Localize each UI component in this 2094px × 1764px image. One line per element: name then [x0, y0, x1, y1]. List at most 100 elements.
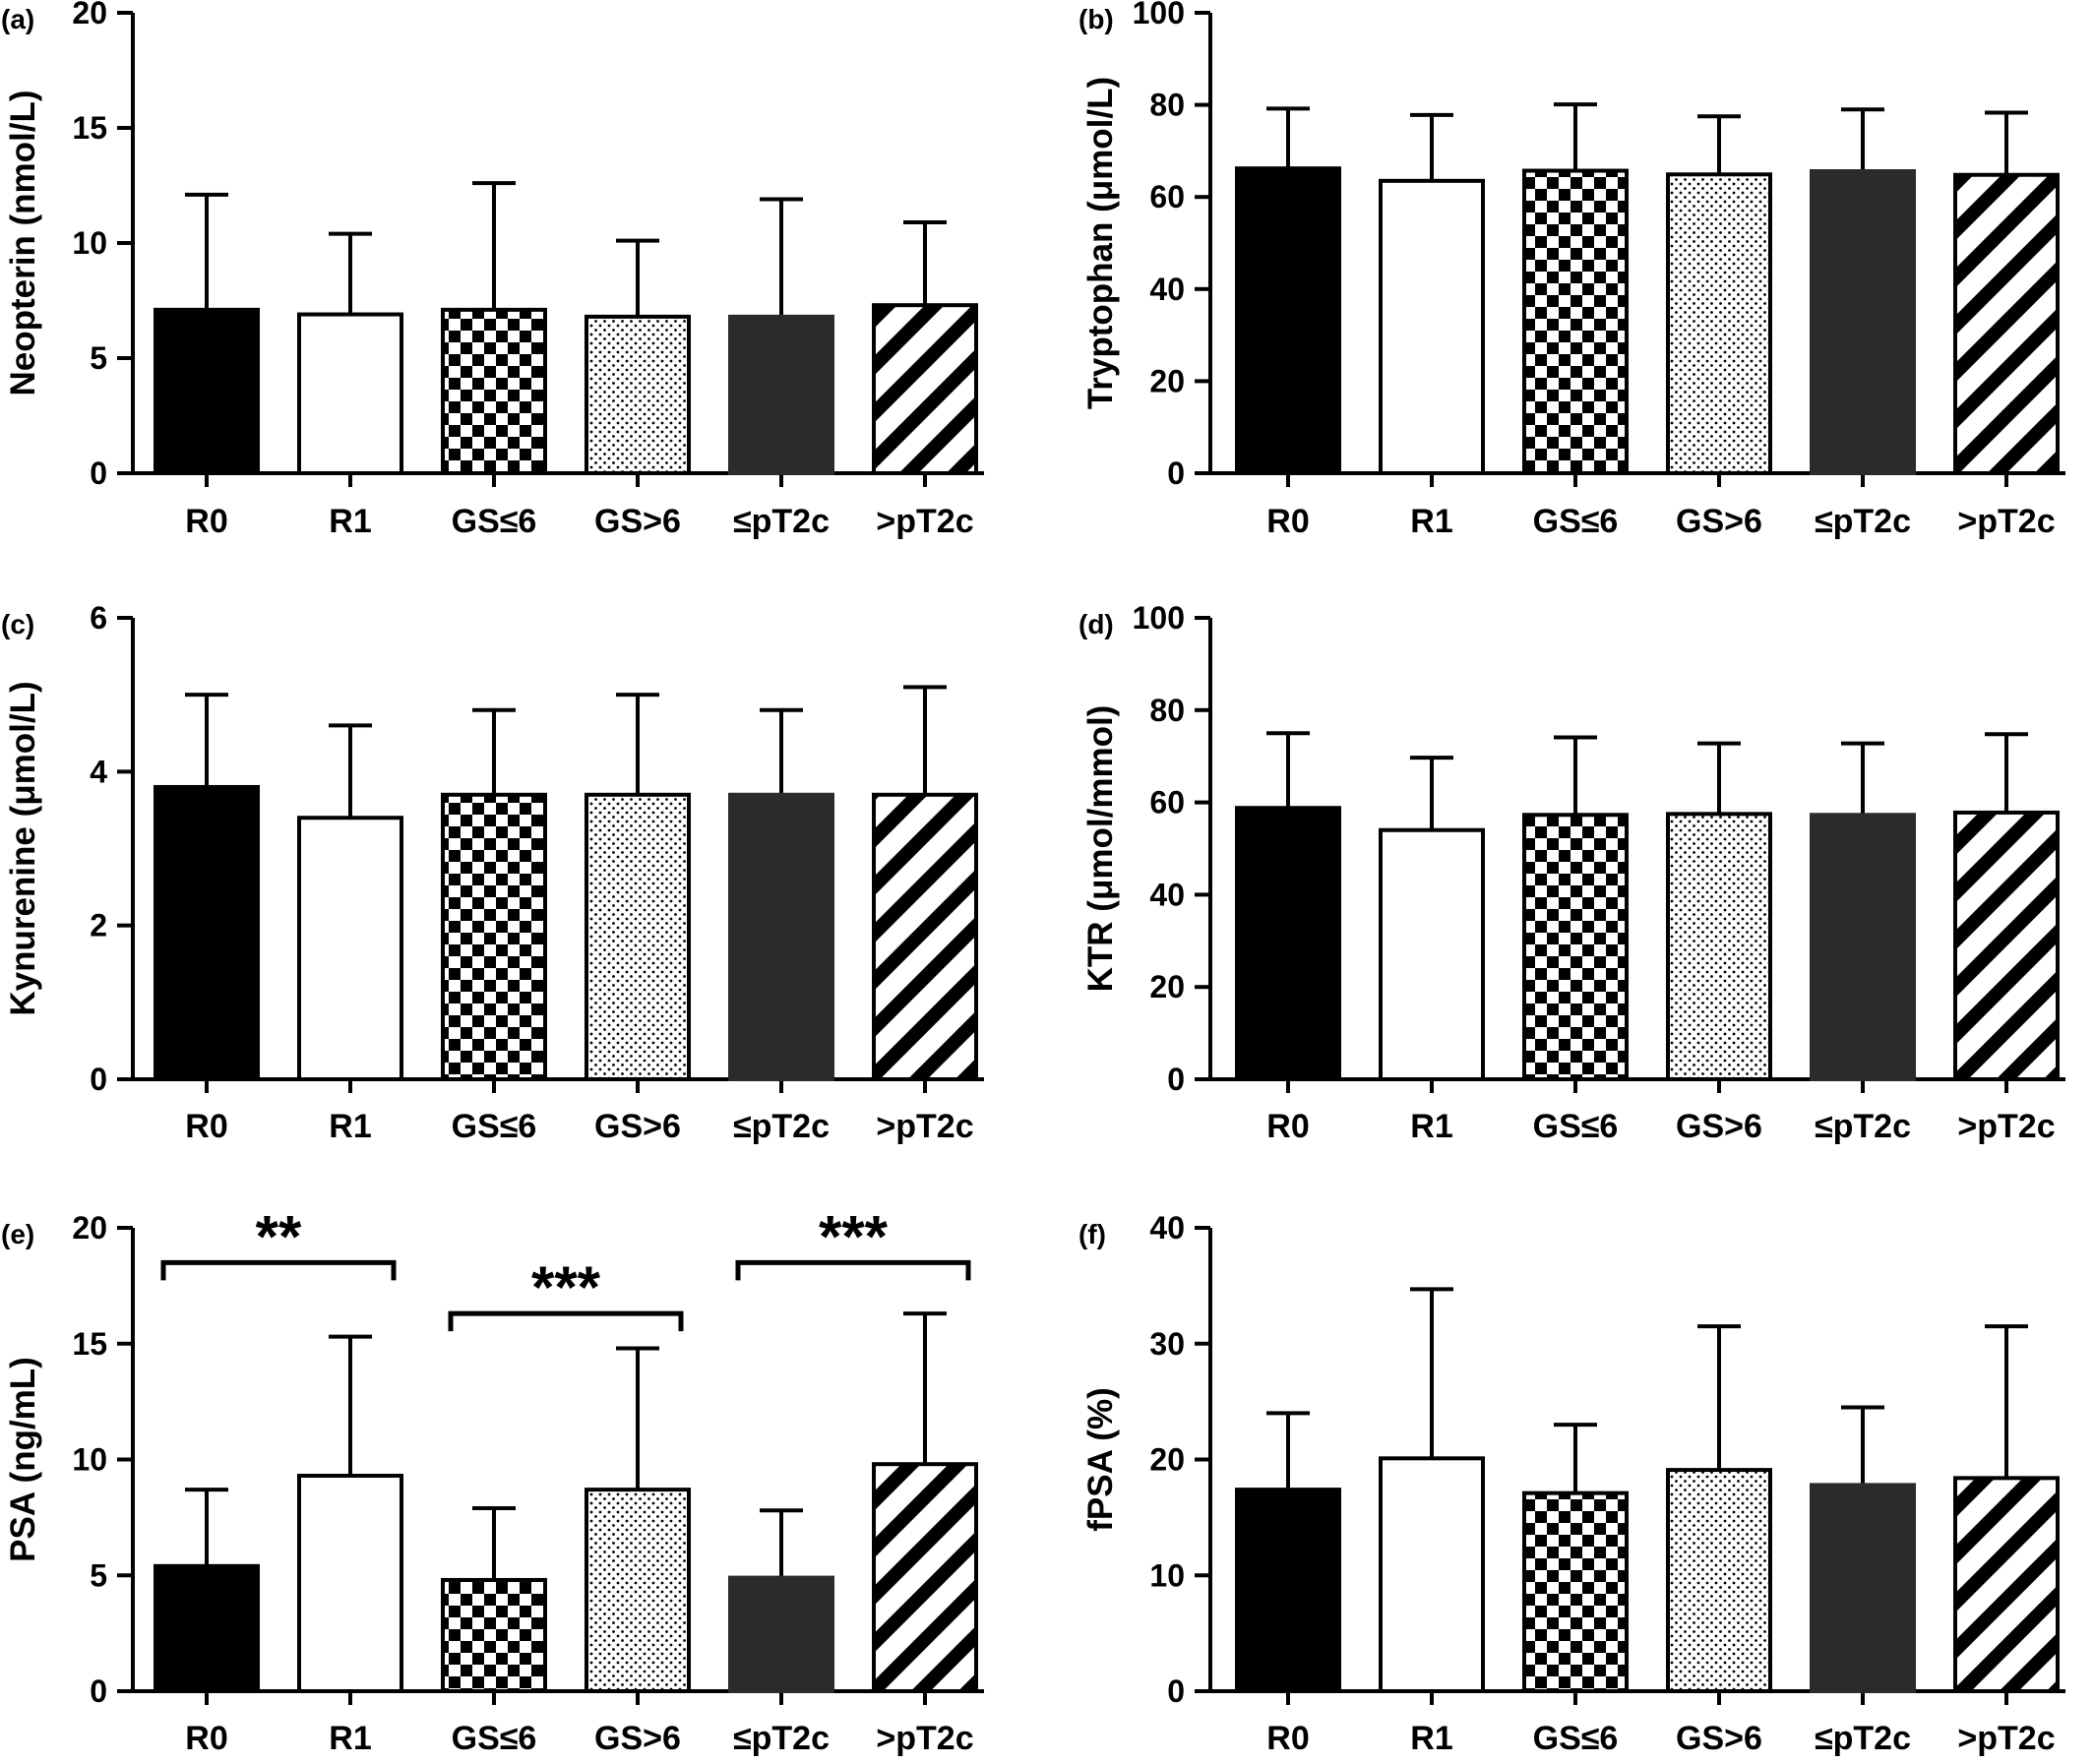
bar-5: [1810, 1483, 1916, 1694]
x-tick-label: GS>6: [1676, 1108, 1762, 1145]
bar-4: [585, 792, 691, 1081]
y-tick-label: 2: [90, 908, 107, 943]
y-tick-label: 100: [1133, 600, 1185, 636]
bar-3: [1522, 813, 1629, 1081]
y-axis-title: fPSA (%): [1081, 1387, 1120, 1531]
x-tick-label: R1: [1410, 1720, 1452, 1757]
bar-1: [154, 784, 260, 1081]
x-tick-label: GS≤6: [452, 1108, 537, 1145]
y-axis-title: PSA (ng/mL): [4, 1357, 42, 1562]
x-tick-label: R1: [1410, 1108, 1452, 1145]
y-tick-label: 40: [1149, 1210, 1185, 1246]
y-tick-label: 0: [1167, 1062, 1185, 1097]
x-tick-label: R0: [1266, 1108, 1309, 1145]
x-tick-label: >pT2c: [876, 503, 973, 540]
y-tick-label: 10: [72, 225, 107, 261]
y-tick-label: 40: [1149, 272, 1185, 307]
y-axis-title: Tryptophan (μmol/L): [1081, 77, 1120, 409]
y-tick-label: 80: [1149, 693, 1185, 728]
x-tick-label: R0: [1266, 503, 1309, 540]
x-tick-label: ≤pT2c: [733, 503, 830, 540]
y-axis-title: Kynurenine (μmol/L): [4, 681, 42, 1015]
y-tick-label: 0: [90, 1673, 107, 1709]
x-tick-label: GS>6: [1676, 503, 1762, 540]
x-tick-label: GS≤6: [1533, 503, 1619, 540]
bar-2: [1379, 178, 1485, 475]
bar-3: [441, 792, 547, 1081]
panel-label: (a): [1, 4, 34, 34]
x-tick-label: GS>6: [594, 1720, 681, 1757]
panel-label: (f): [1078, 1219, 1106, 1249]
x-tick-label: R1: [329, 1720, 371, 1757]
x-tick-label: >pT2c: [876, 1108, 973, 1145]
bar-4: [1666, 1468, 1772, 1694]
bar-4: [585, 1488, 691, 1693]
significance-bracket: [735, 1259, 971, 1281]
x-tick-label: ≤pT2c: [733, 1720, 830, 1757]
y-tick-label: 10: [72, 1442, 107, 1478]
y-tick-label: 60: [1149, 785, 1185, 821]
bar-5: [728, 1575, 834, 1693]
bar-5: [728, 792, 834, 1081]
x-tick-label: >pT2c: [876, 1720, 973, 1757]
x-tick-label: GS>6: [594, 503, 681, 540]
bar-1: [1235, 1488, 1341, 1693]
chart-panel-3: 0 2 4 6 R0 R1 GS≤6 GS>6 ≤pT2c >pT2c Kynurenine (μm…: [1, 600, 984, 1145]
chart-panel-2: 0 20 40 60 80 100 R0 R1 GS≤6 GS>6 ≤pT2c >pT2c Trypto…: [1078, 0, 2065, 540]
x-tick-label: GS>6: [1676, 1720, 1762, 1757]
x-tick-label: >pT2c: [1957, 1720, 2055, 1757]
x-tick-label: R1: [329, 503, 371, 540]
chart-panel-5: 0 5 10 15 20 R0 R1 GS≤6 GS>6 ≤pT2c >pT2c PSA (ng/mL…: [1, 1203, 984, 1757]
significance-label: **: [256, 1203, 302, 1269]
bar-1: [1235, 166, 1341, 476]
bar-6: [872, 792, 978, 1081]
x-tick-label: ≤pT2c: [733, 1108, 830, 1145]
x-tick-label: R1: [1410, 503, 1452, 540]
bar-6: [1953, 810, 2060, 1082]
bar-2: [297, 312, 403, 476]
bar-1: [1235, 806, 1341, 1082]
significance-label: ***: [531, 1254, 601, 1320]
y-tick-label: 6: [90, 600, 107, 636]
y-tick-label: 4: [90, 754, 107, 789]
x-tick-label: R1: [329, 1108, 371, 1145]
bar-3: [441, 1577, 547, 1693]
x-tick-label: ≤pT2c: [1815, 1108, 1911, 1145]
significance-bracket: [448, 1310, 684, 1332]
bar-2: [297, 816, 403, 1081]
x-tick-label: GS≤6: [452, 503, 537, 540]
y-tick-label: 80: [1149, 88, 1185, 123]
bar-4: [585, 314, 691, 475]
y-tick-label: 15: [72, 110, 107, 146]
y-tick-label: 15: [72, 1326, 107, 1362]
bar-6: [1953, 172, 2060, 475]
y-tick-label: 30: [1149, 1326, 1185, 1362]
bar-5: [728, 314, 834, 475]
y-tick-label: 0: [90, 456, 107, 491]
bar-3: [1522, 168, 1629, 476]
x-tick-label: GS≤6: [1533, 1108, 1619, 1145]
x-tick-label: R0: [185, 503, 227, 540]
bar-6: [872, 303, 978, 475]
x-tick-label: GS≤6: [452, 1720, 537, 1757]
y-tick-label: 40: [1149, 877, 1185, 912]
y-tick-label: 20: [72, 1210, 107, 1246]
x-tick-label: >pT2c: [1957, 1108, 2055, 1145]
y-tick-label: 0: [1167, 456, 1185, 491]
chart-panel-6: 0 10 20 30 40 R0 R1 GS≤6 GS>6 ≤pT2c >pT2c fPSA (%) (…: [1078, 1210, 2065, 1757]
y-tick-label: 100: [1133, 0, 1185, 30]
panel-label: (c): [1, 609, 34, 639]
significance-bracket: [160, 1259, 397, 1281]
x-tick-label: R0: [185, 1720, 227, 1757]
y-tick-label: 60: [1149, 179, 1185, 214]
y-tick-label: 0: [90, 1062, 107, 1097]
bar-4: [1666, 172, 1772, 475]
bar-2: [1379, 1456, 1485, 1694]
panel-label: (b): [1078, 4, 1114, 34]
panel-label: (d): [1078, 609, 1114, 639]
bar-4: [1666, 812, 1772, 1081]
y-axis-title: KTR (μmol/mmol): [1081, 705, 1120, 993]
chart-panel-4: 0 20 40 60 80 100 R0 R1 GS≤6 GS>6 ≤pT2c >pT2c KTR (μ…: [1078, 600, 2065, 1145]
y-tick-label: 10: [1149, 1557, 1185, 1593]
